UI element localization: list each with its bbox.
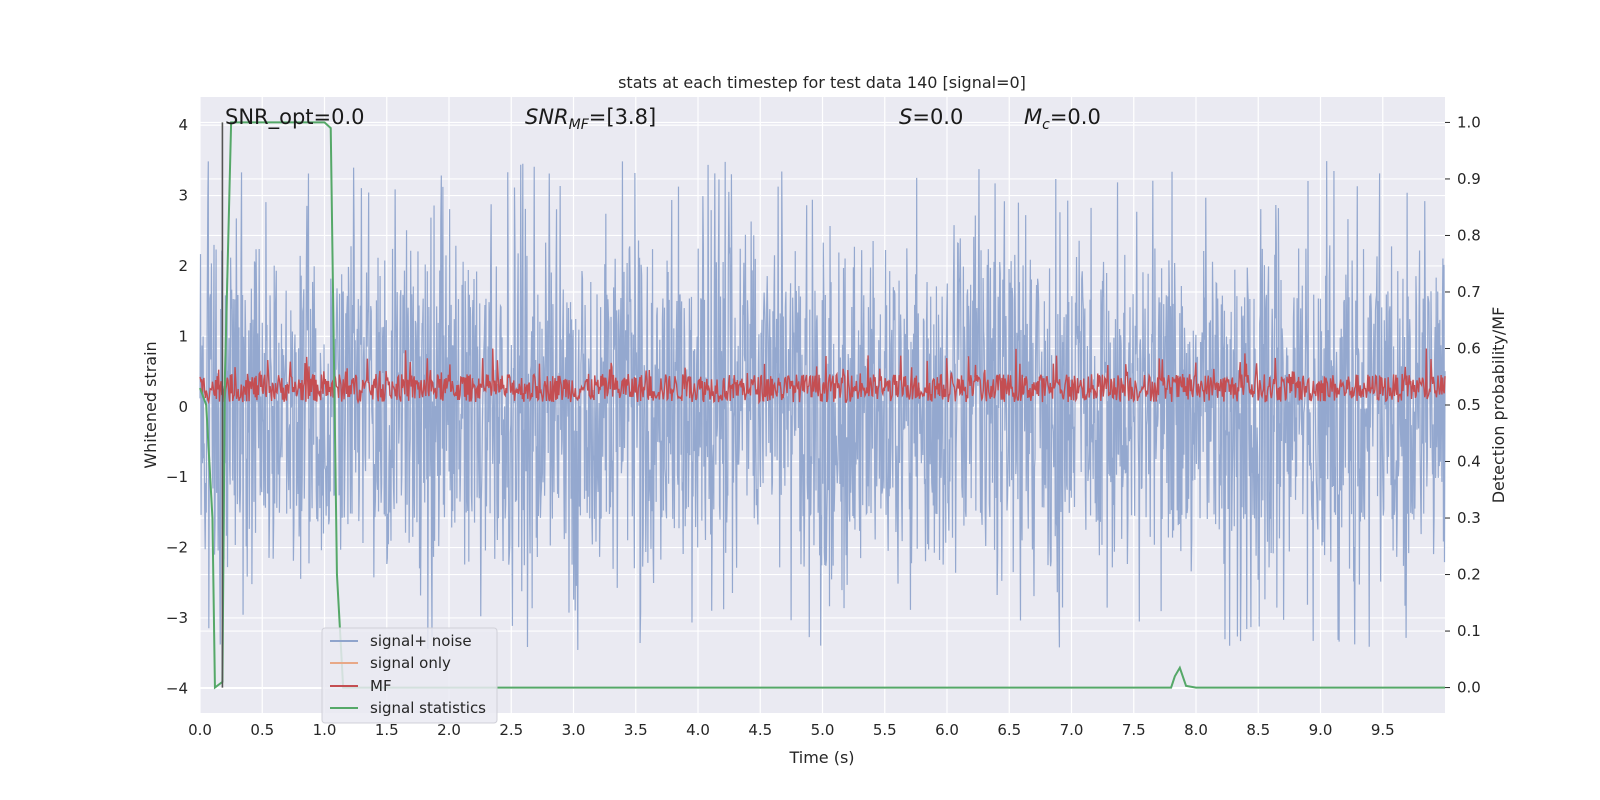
y-right-tick-label: 0.6	[1457, 339, 1481, 357]
legend-label-mf: MF	[370, 677, 392, 695]
y-right-tick-label: 0.4	[1457, 453, 1481, 471]
y-right-tick-label: 1.0	[1457, 113, 1481, 131]
x-tick-label: 4.5	[748, 721, 772, 739]
y-left-tick-label: −2	[166, 539, 188, 557]
y-left-tick-label: 2	[178, 257, 188, 275]
y-left-tick-label: −3	[166, 609, 188, 627]
legend-label-signal-noise: signal+ noise	[370, 632, 472, 650]
x-tick-label: 7.0	[1060, 721, 1084, 739]
x-tick-label: 6.5	[997, 721, 1021, 739]
x-tick-label: 5.5	[873, 721, 897, 739]
x-tick-label: 9.5	[1371, 721, 1395, 739]
x-axis: 0.0 0.5 1.0 1.5 2.0 2.5 3.0 3.5 4.0 4.5 5.0 5.5 6.0 6…	[188, 721, 1395, 739]
annotations: SNR_opt=0.0 SNRMF=[3.8] S=0.0 Mc=0.0	[225, 105, 1101, 133]
x-tick-label: 8.0	[1184, 721, 1208, 739]
x-tick-label: 0.0	[188, 721, 212, 739]
y-axis-left: 4 3 2 1 0 −1 −2 −3 −4	[166, 116, 188, 697]
x-axis-label: Time (s)	[788, 748, 854, 767]
x-tick-label: 9.0	[1309, 721, 1333, 739]
legend-label-signal-only: signal only	[370, 654, 451, 672]
mc-value: =0.0	[1050, 105, 1101, 129]
series-mf-line	[199, 348, 1446, 405]
x-tick-label: 1.5	[375, 721, 399, 739]
snr-mf-annotation: SNRMF=[3.8]	[525, 105, 656, 133]
x-tick-label: 3.0	[562, 721, 586, 739]
y-right-tick-label: 0.3	[1457, 509, 1481, 527]
x-tick-label: 4.0	[686, 721, 710, 739]
y-right-tick-label: 0.2	[1457, 566, 1481, 584]
x-tick-label: 8.5	[1246, 721, 1270, 739]
x-tick-label: 2.5	[499, 721, 523, 739]
y-right-tick-label: 0.9	[1457, 170, 1481, 188]
s-annotation: S=0.0	[899, 105, 963, 129]
mc-label: M	[1024, 105, 1042, 129]
y-axis-right-label: Detection probability/MF	[1489, 307, 1508, 504]
s-label: S	[899, 105, 912, 129]
x-tick-label: 6.0	[935, 721, 959, 739]
y-left-tick-label: 0	[178, 398, 188, 416]
chart-title: stats at each timestep for test data 140…	[618, 73, 1026, 92]
x-tick-label: 7.5	[1122, 721, 1146, 739]
y-left-tick-label: 3	[178, 187, 188, 205]
x-tick-label: 5.0	[811, 721, 835, 739]
x-tick-label: 1.0	[313, 721, 337, 739]
snr-opt-annotation: SNR_opt=0.0	[225, 105, 365, 130]
y-right-tick-label: 0.0	[1457, 679, 1481, 697]
snr-mf-subscript: MF	[569, 117, 590, 133]
mc-subscript: c	[1042, 117, 1050, 133]
mc-annotation: Mc=0.0	[1024, 105, 1101, 133]
y-left-tick-label: 1	[178, 327, 188, 345]
y-left-tick-label: −1	[166, 468, 188, 486]
x-tick-label: 2.0	[437, 721, 461, 739]
legend-box	[321, 627, 498, 724]
y-right-tick-label: 0.5	[1457, 396, 1481, 414]
snr-mf-label: SNR	[525, 105, 569, 129]
y-right-tick-label: 0.7	[1457, 283, 1481, 301]
y-left-tick-label: 4	[178, 116, 188, 134]
legend-label-signal-statistics: signal statistics	[370, 699, 486, 717]
y-axis-right: 1.0 0.9 0.8 0.7 0.6 0.5 0.4 0.3 0.2 0.1 0.0	[1445, 113, 1481, 697]
x-tick-label: 3.5	[624, 721, 648, 739]
y-right-tick-label: 0.1	[1457, 622, 1481, 640]
y-left-tick-label: −4	[166, 679, 188, 697]
y-right-tick-label: 0.8	[1457, 226, 1481, 244]
y-axis-left-label: Whitened strain	[141, 341, 160, 468]
snr-mf-value: =[3.8]	[589, 105, 656, 129]
legend: signal+ noise signal only MF signal stat…	[321, 627, 498, 724]
x-tick-label: 0.5	[250, 721, 274, 739]
s-value: =0.0	[912, 105, 963, 129]
